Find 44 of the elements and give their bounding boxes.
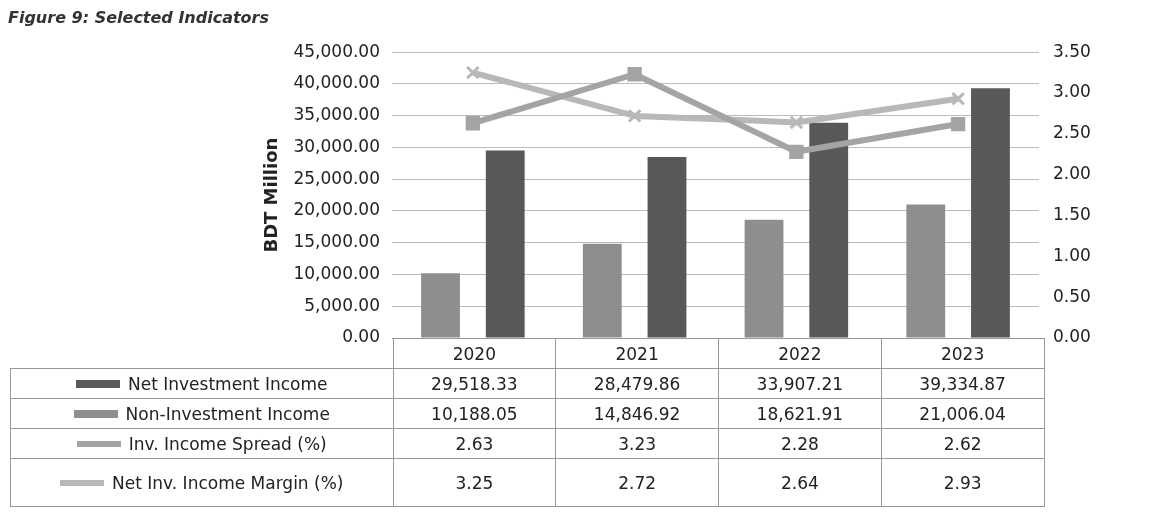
y-axis-title: BDT Million bbox=[260, 137, 282, 253]
data-label: 2.72 bbox=[555, 458, 719, 507]
data-label: 2.28 bbox=[718, 428, 882, 459]
x-tick-label: 2022 bbox=[718, 338, 882, 369]
y-tick-label: 35,000.00 bbox=[293, 104, 380, 125]
y-tick-label: 15,000.00 bbox=[293, 231, 380, 252]
y-tick-label: 45,000.00 bbox=[293, 40, 380, 61]
x-tick-label: 2023 bbox=[881, 338, 1044, 369]
legend-label: Non-Investment Income bbox=[125, 403, 330, 424]
data-label: 2.93 bbox=[881, 458, 1044, 507]
y-tick-label: 0.00 bbox=[342, 326, 380, 347]
data-label: 33,907.21 bbox=[718, 368, 882, 399]
y2-tick-label: 3.00 bbox=[1053, 81, 1091, 102]
data-label: 3.23 bbox=[555, 428, 719, 459]
data-label: 2.63 bbox=[393, 428, 556, 459]
y-tick-label: 5,000.00 bbox=[304, 294, 380, 315]
y-tick-label: 30,000.00 bbox=[293, 135, 380, 156]
data-label: 2.62 bbox=[881, 428, 1044, 459]
legend-label: Inv. Income Spread (%) bbox=[128, 433, 327, 454]
data-label: 3.25 bbox=[393, 458, 556, 507]
y-tick-label: 40,000.00 bbox=[293, 72, 380, 93]
data-label: 29,518.33 bbox=[393, 368, 556, 399]
data-label: 28,479.86 bbox=[555, 368, 719, 399]
y-tick-label: 20,000.00 bbox=[293, 199, 380, 220]
data-label: 18,621.91 bbox=[718, 398, 882, 429]
x-tick-label: 2020 bbox=[393, 338, 556, 369]
data-label: 14,846.92 bbox=[555, 398, 719, 429]
data-label: 21,006.04 bbox=[881, 398, 1044, 429]
y2-tick-label: 1.00 bbox=[1053, 244, 1091, 265]
y2-tick-label: 0.00 bbox=[1053, 326, 1091, 347]
x-tick-label: 2021 bbox=[555, 338, 719, 369]
y2-tick-label: 1.50 bbox=[1053, 203, 1091, 224]
y2-tick-label: 2.50 bbox=[1053, 122, 1091, 143]
data-label: 39,334.87 bbox=[881, 368, 1044, 399]
y-tick-label: 25,000.00 bbox=[293, 167, 380, 188]
text: Figure 9: Selected Indicators bbox=[8, 8, 270, 28]
legend-label: Net Investment Income bbox=[128, 373, 328, 394]
data-label: 10,188.05 bbox=[393, 398, 556, 429]
y2-tick-label: 2.00 bbox=[1053, 163, 1091, 184]
legend-label: Net Inv. Income Margin (%) bbox=[112, 472, 344, 493]
y2-tick-label: 3.50 bbox=[1053, 40, 1091, 61]
y-tick-label: 10,000.00 bbox=[293, 262, 380, 283]
y2-tick-label: 0.50 bbox=[1053, 285, 1091, 306]
data-label: 2.64 bbox=[718, 458, 882, 507]
